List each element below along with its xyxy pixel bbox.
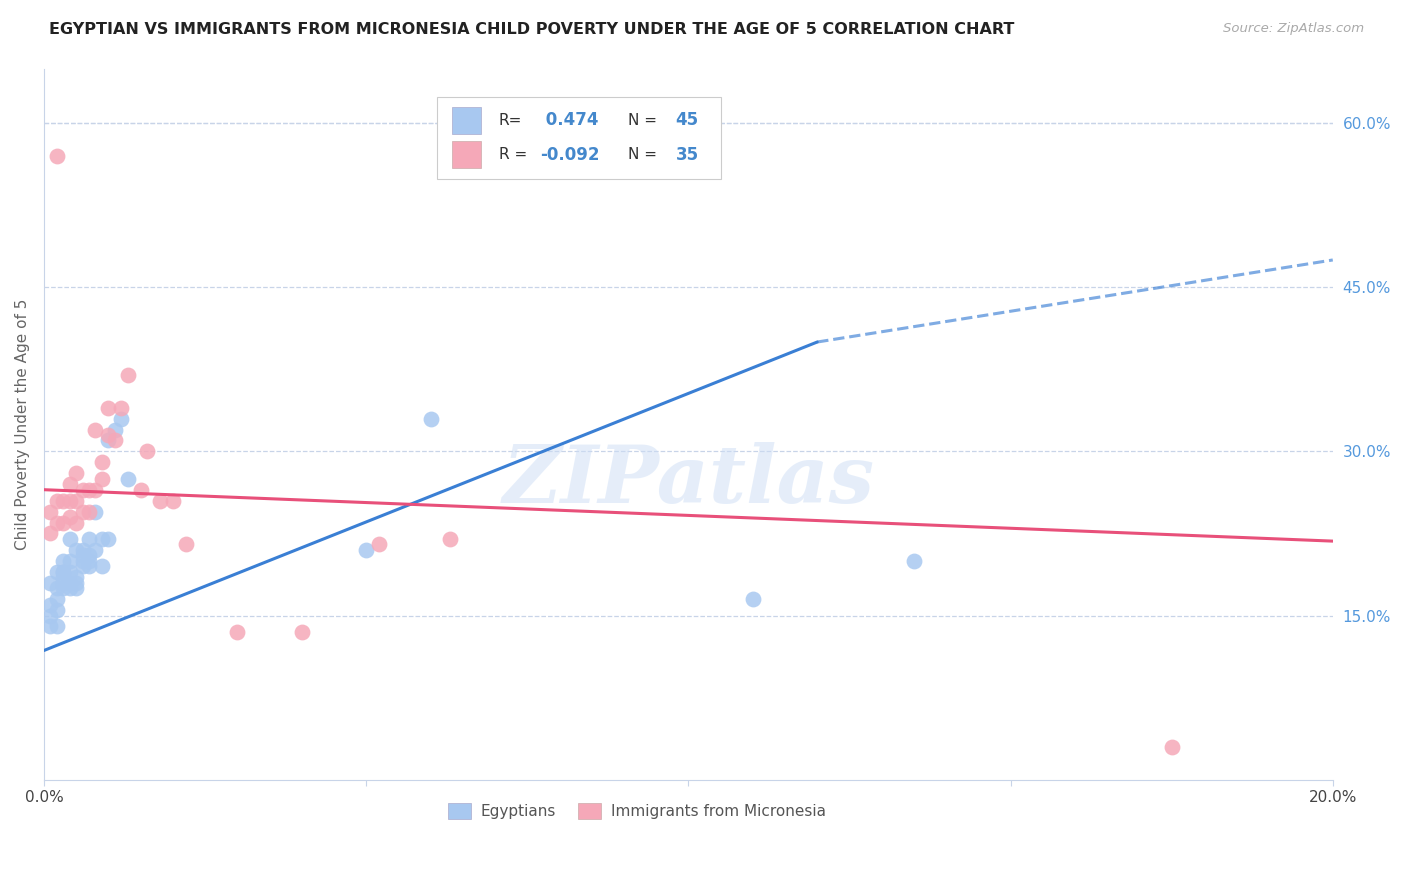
Point	[77, 559, 100, 574]
Text: R =: R =	[499, 147, 527, 162]
Point	[72, 554, 94, 568]
Point	[162, 493, 184, 508]
Text: N =: N =	[627, 147, 657, 162]
Point	[903, 554, 925, 568]
Point	[439, 532, 461, 546]
Point	[97, 434, 120, 448]
Point	[90, 532, 112, 546]
Point	[52, 516, 75, 530]
Point	[97, 532, 120, 546]
Point	[174, 537, 197, 551]
Point	[39, 619, 62, 633]
Point	[1160, 739, 1182, 754]
Point	[84, 483, 107, 497]
Point	[72, 559, 94, 574]
FancyBboxPatch shape	[453, 107, 481, 134]
Point	[226, 624, 249, 639]
Point	[117, 472, 139, 486]
Point	[104, 434, 127, 448]
Text: ZIPatlas: ZIPatlas	[502, 442, 875, 520]
FancyBboxPatch shape	[453, 141, 481, 168]
Point	[129, 483, 152, 497]
Point	[65, 575, 87, 590]
Point	[90, 559, 112, 574]
Text: R=: R=	[499, 113, 522, 128]
FancyBboxPatch shape	[437, 97, 720, 178]
Text: Source: ZipAtlas.com: Source: ZipAtlas.com	[1223, 22, 1364, 36]
Point	[65, 493, 87, 508]
Point	[59, 581, 82, 595]
Point	[72, 542, 94, 557]
Point	[419, 411, 441, 425]
Point	[52, 565, 75, 579]
Point	[354, 542, 377, 557]
Text: -0.092: -0.092	[540, 145, 599, 163]
Point	[368, 537, 391, 551]
Point	[72, 549, 94, 563]
Point	[45, 581, 67, 595]
Point	[59, 532, 82, 546]
Text: 0.474: 0.474	[540, 112, 599, 129]
Point	[45, 592, 67, 607]
Point	[104, 423, 127, 437]
Point	[90, 472, 112, 486]
Point	[59, 575, 82, 590]
Point	[65, 467, 87, 481]
Point	[110, 401, 132, 415]
Point	[52, 570, 75, 584]
Text: N =: N =	[627, 113, 657, 128]
Point	[72, 505, 94, 519]
Point	[65, 570, 87, 584]
Point	[741, 592, 763, 607]
Point	[110, 411, 132, 425]
Point	[45, 149, 67, 163]
Point	[52, 493, 75, 508]
Text: EGYPTIAN VS IMMIGRANTS FROM MICRONESIA CHILD POVERTY UNDER THE AGE OF 5 CORRELAT: EGYPTIAN VS IMMIGRANTS FROM MICRONESIA C…	[49, 22, 1015, 37]
Point	[59, 477, 82, 491]
Point	[45, 493, 67, 508]
Point	[77, 554, 100, 568]
Point	[84, 542, 107, 557]
Point	[39, 505, 62, 519]
Point	[52, 575, 75, 590]
Point	[59, 565, 82, 579]
Point	[59, 554, 82, 568]
Point	[52, 581, 75, 595]
Point	[90, 455, 112, 469]
Legend: Egyptians, Immigrants from Micronesia: Egyptians, Immigrants from Micronesia	[441, 797, 831, 825]
Point	[97, 428, 120, 442]
Point	[136, 444, 159, 458]
Point	[39, 575, 62, 590]
Text: 35: 35	[675, 145, 699, 163]
Point	[77, 505, 100, 519]
Point	[77, 532, 100, 546]
Point	[77, 549, 100, 563]
Point	[45, 516, 67, 530]
Point	[84, 423, 107, 437]
Point	[149, 493, 172, 508]
Point	[65, 542, 87, 557]
Point	[59, 493, 82, 508]
Y-axis label: Child Poverty Under the Age of 5: Child Poverty Under the Age of 5	[15, 299, 30, 549]
Point	[59, 510, 82, 524]
Point	[52, 554, 75, 568]
Point	[65, 516, 87, 530]
Point	[45, 565, 67, 579]
Point	[117, 368, 139, 382]
Point	[291, 624, 314, 639]
Text: 45: 45	[675, 112, 699, 129]
Point	[39, 608, 62, 623]
Point	[65, 581, 87, 595]
Point	[77, 483, 100, 497]
Point	[72, 483, 94, 497]
Point	[45, 603, 67, 617]
Point	[84, 505, 107, 519]
Point	[45, 619, 67, 633]
Point	[52, 565, 75, 579]
Point	[39, 526, 62, 541]
Point	[39, 598, 62, 612]
Point	[97, 401, 120, 415]
